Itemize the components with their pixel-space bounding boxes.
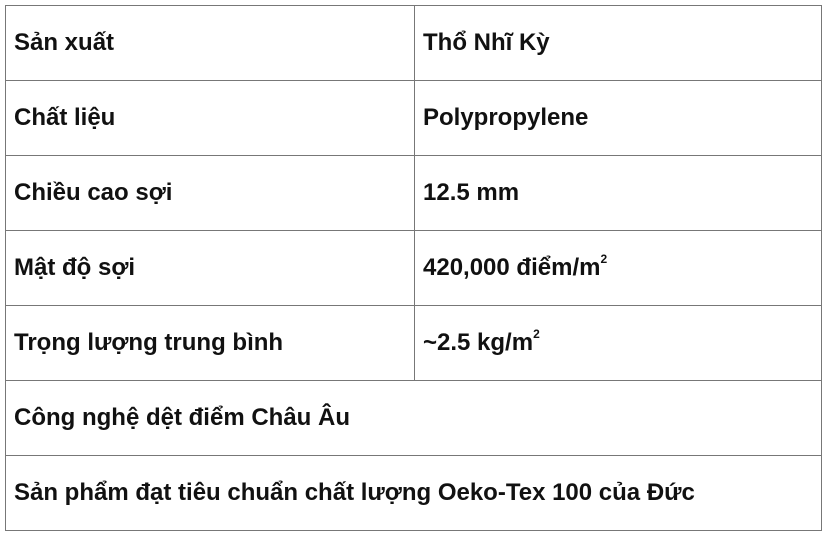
table-row-full: Sản phẩm đạt tiêu chuẩn chất lượng Oeko-…: [5, 455, 822, 531]
value-text: ~2.5 kg/m: [423, 329, 534, 356]
row-label: Chất liệu: [5, 80, 415, 156]
value-text: Thổ Nhĩ Kỳ: [423, 29, 550, 56]
row-value: Thổ Nhĩ Kỳ: [414, 5, 822, 81]
table-row: Mật độ sợi 420,000 điểm/m2: [5, 230, 822, 306]
row-label: Mật độ sợi: [5, 230, 415, 306]
table-row-full: Công nghệ dệt điểm Châu Âu: [5, 380, 822, 456]
value-text: Polypropylene: [423, 104, 589, 131]
row-label: Trọng lượng trung bình: [5, 305, 415, 381]
value-text: 12.5 mm: [423, 179, 520, 206]
full-row-text: Công nghệ dệt điểm Châu Âu: [5, 380, 822, 456]
table-row: Chất liệu Polypropylene: [5, 80, 822, 156]
table-row: Sản xuất Thổ Nhĩ Kỳ: [5, 5, 822, 81]
spec-table: Sản xuất Thổ Nhĩ Kỳ Chất liệu Polypropyl…: [5, 5, 822, 531]
table-row: Trọng lượng trung bình ~2.5 kg/m2: [5, 305, 822, 381]
row-value: ~2.5 kg/m2: [414, 305, 822, 381]
full-row-text: Sản phẩm đạt tiêu chuẩn chất lượng Oeko-…: [5, 455, 822, 531]
row-value: Polypropylene: [414, 80, 822, 156]
row-value: 12.5 mm: [414, 155, 822, 231]
row-label: Chiều cao sợi: [5, 155, 415, 231]
table-row: Chiều cao sợi 12.5 mm: [5, 155, 822, 231]
value-text: 420,000 điểm/m: [423, 254, 601, 281]
superscript: 2: [600, 252, 608, 266]
superscript: 2: [533, 327, 540, 341]
row-value: 420,000 điểm/m2: [414, 230, 822, 306]
row-label: Sản xuất: [5, 5, 415, 81]
